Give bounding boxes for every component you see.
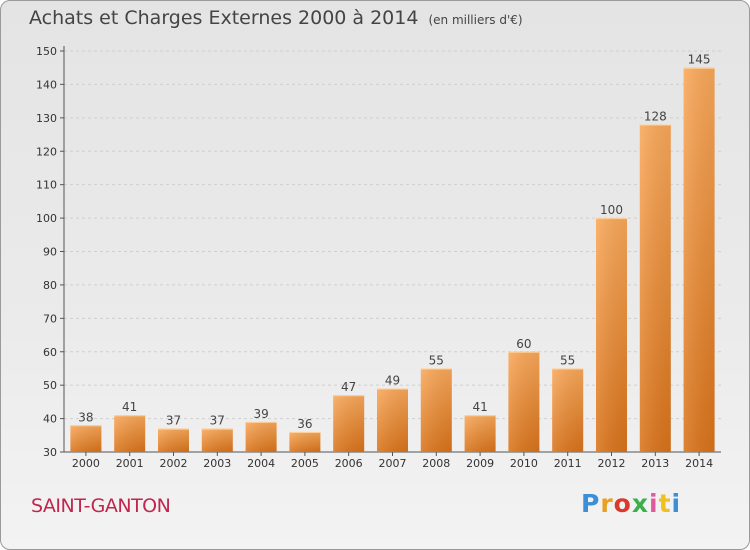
data-labels: 38 41 37 37 39 36 47 49 55 41 60 55 100 128 145 [78,53,710,431]
y-tick-label: 30 [43,446,57,459]
bar-shade [70,425,102,452]
data-label-2011: 55 [560,353,575,367]
chart-unit-note: (en milliers d'€) [428,13,523,27]
proxiti-logo: Proxiti [581,489,681,518]
logo-letter: o [613,489,632,518]
x-tick-label: 2013 [641,457,669,470]
y-tick-label: 80 [43,279,57,292]
bar-shade [420,368,452,452]
data-label-2004: 39 [253,407,268,421]
x-tick-label: 2005 [291,457,319,470]
bar-shade [245,421,277,452]
data-label-2005: 36 [297,417,312,431]
data-label-2010: 60 [516,337,531,351]
y-tick-label: 50 [43,379,57,392]
bar-shade [464,415,496,452]
y-tick-label: 100 [36,212,57,225]
data-label-2007: 49 [385,374,400,388]
logo-letter: x [631,489,649,518]
x-tick-label: 2011 [554,457,582,470]
x-tick-label: 2012 [598,457,626,470]
x-tick-label: 2009 [466,457,494,470]
chart-title: Achats et Charges Externes 2000 à 2014 [29,7,419,29]
chart-title-block: Achats et Charges Externes 2000 à 2014 (e… [29,7,523,29]
x-tick-label: 2002 [160,457,188,470]
y-tick-label: 70 [43,312,57,325]
y-tick-label: 130 [36,112,57,125]
bar-shade [158,428,189,452]
data-label-2006: 47 [341,380,356,394]
data-label-2000: 38 [78,410,93,424]
bar-shade [289,431,321,452]
bar-shade [596,218,627,452]
bar-shade [639,124,671,453]
data-label-2014: 145 [688,53,711,67]
x-tick-label: 2003 [203,457,231,470]
data-label-2002: 37 [166,414,181,428]
bar-shade [377,388,408,452]
x-tick-label: 2007 [379,457,407,470]
bar-shade [508,351,540,452]
logo-letter: t [658,489,672,518]
data-label-2003: 37 [210,414,225,428]
logo-letter: i [671,489,682,518]
bar-shade [552,368,584,452]
y-tick-label: 110 [36,179,57,192]
x-tick-label: 2010 [510,457,538,470]
data-label-2001: 41 [122,400,137,414]
data-label-2009: 41 [472,400,487,414]
data-label-2012: 100 [600,203,623,217]
x-tick-label: 2008 [422,457,450,470]
data-label-2013: 128 [644,110,667,124]
x-tick-label: 2004 [247,457,275,470]
data-label-2008: 55 [429,353,444,367]
y-tick-label: 120 [36,145,57,158]
y-tick-label: 40 [43,413,57,426]
logo-letter: i [649,489,659,518]
axes: 30 40 50 60 70 80 90 100 110 120 130 140 150 2000 2001… [36,45,721,470]
x-tick-label: 2006 [335,457,363,470]
bar-shade [201,428,233,452]
y-tick-label: 140 [36,78,57,91]
logo-letter: r [600,489,614,518]
logo-letter: P [581,489,601,518]
bar-shade [683,67,715,452]
bars [70,67,715,453]
commune-name: SAINT-GANTON [31,495,171,517]
x-tick-label: 2000 [72,457,100,470]
y-tick-label: 60 [43,346,57,359]
bar-shade [114,415,146,452]
x-tick-label: 2001 [116,457,144,470]
y-tick-label: 150 [36,45,57,58]
bar-shade [333,395,365,452]
x-tick-label: 2014 [685,457,713,470]
y-tick-label: 90 [43,246,57,259]
